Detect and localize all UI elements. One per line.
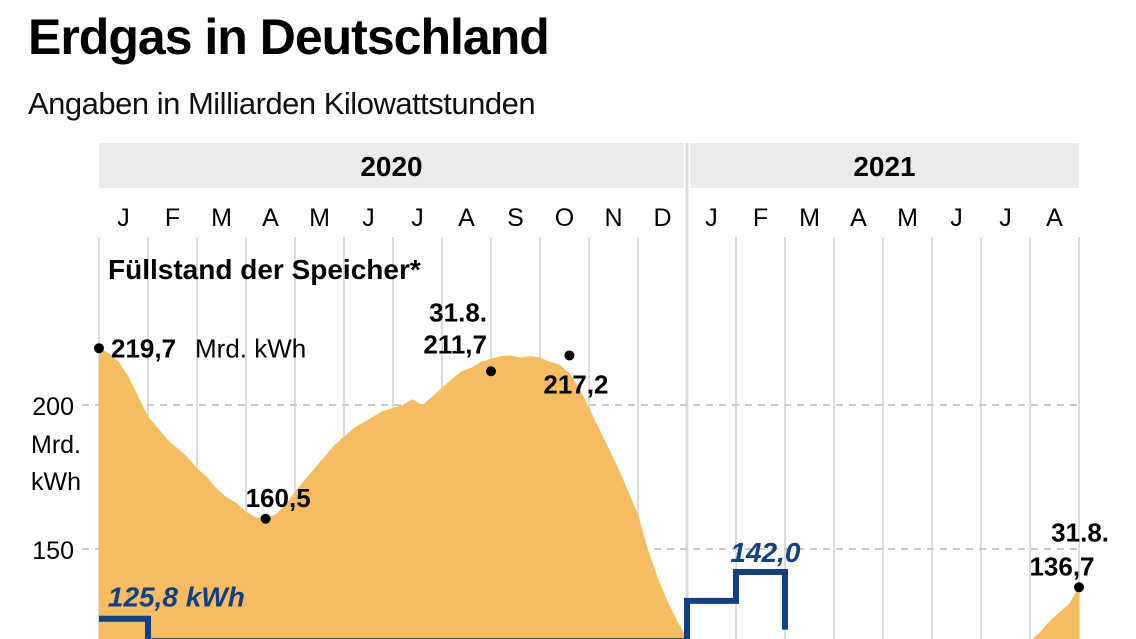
- data-point-dot: [486, 366, 496, 377]
- value-label: 160,5: [246, 483, 311, 513]
- step-value-label: 125,8 kWh: [108, 582, 245, 613]
- value-label: 217,2: [543, 369, 608, 399]
- area-fill-storage: [1032, 587, 1079, 639]
- year-label: 2021: [853, 151, 915, 182]
- month-label: M: [309, 204, 330, 232]
- month-label: A: [262, 204, 279, 232]
- month-label: D: [653, 204, 671, 232]
- month-label: M: [211, 204, 232, 232]
- month-label: A: [850, 204, 867, 232]
- month-label: J: [411, 204, 424, 232]
- year-band: [99, 143, 684, 188]
- value-label: 219,7: [111, 333, 176, 363]
- month-label: J: [999, 204, 1012, 232]
- y-tick-label: 150: [32, 537, 74, 565]
- y-tick-label: 200: [32, 393, 74, 421]
- month-label: M: [799, 204, 820, 232]
- month-label: S: [507, 204, 524, 232]
- step-value-label: 142,0: [730, 537, 800, 568]
- value-label: 211,7: [423, 329, 487, 359]
- year-band: [690, 143, 1079, 188]
- month-label: J: [705, 204, 718, 232]
- y-unit-label: Mrd.: [31, 431, 81, 459]
- data-point-dot: [260, 513, 271, 524]
- series-title: Füllstand der Speicher*: [108, 254, 421, 285]
- y-unit-label: kWh: [31, 468, 81, 496]
- data-point-dot: [94, 343, 104, 354]
- month-label: M: [897, 204, 918, 232]
- value-unit-label: Mrd. kWh: [195, 333, 306, 363]
- month-label: J: [950, 204, 963, 232]
- value-label: 136,7: [1029, 551, 1094, 581]
- month-label: F: [753, 204, 768, 232]
- year-label: 2020: [360, 151, 422, 182]
- area-fill-storage: [99, 348, 690, 639]
- month-label: N: [604, 204, 622, 232]
- date-label: 31.8.: [429, 297, 487, 327]
- month-label: J: [117, 204, 130, 232]
- data-point-dot: [564, 350, 575, 361]
- date-label: 31.8.: [1051, 517, 1109, 547]
- month-label: O: [555, 204, 574, 232]
- step-line: [99, 569, 788, 639]
- month-label: A: [458, 204, 475, 232]
- month-label: F: [165, 204, 180, 232]
- chart-subtitle: Angaben in Milliarden Kilowattstunden: [28, 86, 536, 121]
- data-point-dot: [1074, 582, 1084, 593]
- month-label: J: [362, 204, 375, 232]
- chart-title: Erdgas in Deutschland: [28, 9, 550, 65]
- month-label: A: [1046, 204, 1063, 232]
